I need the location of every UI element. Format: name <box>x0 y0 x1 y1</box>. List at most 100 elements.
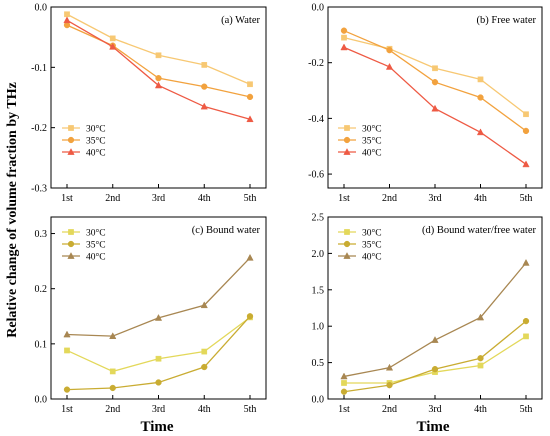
panel-4-series-1-point-3 <box>477 355 484 362</box>
panel-2-series-2-point-0 <box>340 43 348 51</box>
panel-3-series-2-point-4 <box>246 253 254 261</box>
panel-4-series-1-line <box>343 320 527 393</box>
panel-2-series-2-point-1 <box>385 62 394 70</box>
panel-1-ytick-label-0: 0.0 <box>35 3 48 14</box>
panel-2-series-1-point-4 <box>522 127 530 135</box>
panel-3-ytick-label-1: 0.1 <box>35 339 48 350</box>
panel-1-series-2-point-2 <box>154 81 163 89</box>
panel-2-ytick-label-2: -0.4 <box>308 114 324 125</box>
panel-2-series-1-point-0 <box>340 27 348 34</box>
panel-4-series-2-point-1 <box>385 363 394 371</box>
panel-4-series-2-point-4 <box>522 258 530 266</box>
panel-1-title: (a) Water <box>221 15 260 26</box>
panel-2-legend-2-label: 40°C <box>362 148 382 159</box>
panel-2-series-0-line <box>343 36 527 115</box>
panel-3-xtick-label-0: 1st <box>61 404 73 415</box>
panel-2-ytick-label-1: -0.2 <box>308 58 324 69</box>
panel-1-series-2-line <box>66 19 251 120</box>
panel-2-series-0-point-2 <box>432 65 438 72</box>
panel-1-legend-0-label: 30°C <box>86 124 106 135</box>
panel-1-series-0-point-4 <box>247 81 253 88</box>
panel-3-series-2-point-2 <box>154 313 163 321</box>
panel-1: 0.0 -0.1 -0.2 -0.3 1st 2nd 3rd 4th 5th (a) Water 3… <box>31 3 267 204</box>
panel-1-ytick-label-2: -0.2 <box>31 123 47 134</box>
panel-3-series-1-point-4 <box>246 313 254 320</box>
panel-1-legend-2-label: 40°C <box>86 148 106 159</box>
panel-4-ytick-label-4: 2.0 <box>312 249 325 260</box>
panel-3-xtick-label-4: 5th <box>244 404 257 415</box>
panel-4-legend-0-marker <box>344 229 350 235</box>
panel-3-legend-2-label: 40°C <box>86 252 106 263</box>
panel-3-series-2-point-1 <box>109 332 117 339</box>
panel-2-xtick-label-3: 4th <box>474 193 487 204</box>
panel-4-ytick-label-0: 0.0 <box>312 395 325 406</box>
panel-3-legend-1-label: 35°C <box>86 240 106 251</box>
panel-4-series-2-point-0 <box>340 372 348 380</box>
panel-3: 0.0 0.1 0.2 0.3 1st 2nd 3rd 4th 5th (c) Bound wat… <box>35 216 267 415</box>
panel-4-xtick-label-2: 3rd <box>428 404 441 415</box>
panel-4-series-1-point-1 <box>386 382 393 389</box>
panel-4-series-0-point-0 <box>341 380 347 386</box>
panel-2-ytick-label-3: -0.6 <box>308 170 324 181</box>
panel-3-ytick-label-3: 0.3 <box>35 229 48 240</box>
panel-3-xtick-label-3: 4th <box>198 404 211 415</box>
panel-1-ytick-label-3: -0.3 <box>31 184 47 195</box>
panel-3-ytick-label-0: 0.0 <box>35 395 48 406</box>
panel-2-legend-2-marker <box>343 148 351 155</box>
panel-3-xtick-label-1: 2nd <box>105 404 120 415</box>
panel-2-ytick-label-0: 0.0 <box>312 3 325 14</box>
panel-3-legend-0-marker <box>68 229 74 235</box>
panel-4-legend-1-label: 35°C <box>362 240 382 251</box>
panel-2-title: (b) Free water <box>477 15 537 26</box>
panels: 0.0 -0.1 -0.2 -0.3 1st 2nd 3rd 4th 5th (a) Water 3… <box>31 3 543 415</box>
panel-1-series-0-point-1 <box>109 35 116 42</box>
panel-1-xtick-label-3: 4th <box>198 193 211 204</box>
panel-4-xtick-label-4: 5th <box>520 404 533 415</box>
figure-xlabel-right: Time <box>416 419 449 435</box>
panel-3-series-0-point-0 <box>64 347 70 354</box>
panel-3-legend-2-marker <box>67 252 75 259</box>
panel-3-xtick-label-2: 3rd <box>152 404 165 415</box>
panel-3-series-1-point-2 <box>155 379 162 386</box>
panel-4-ytick-label-1: 0.5 <box>312 358 325 369</box>
panel-4-ytick-label-5: 2.5 <box>312 213 325 224</box>
panel-4-series-2-point-2 <box>431 336 439 343</box>
panel-1-series-1-point-4 <box>246 93 254 101</box>
panel-2-legend-0-marker <box>344 125 350 131</box>
panel-4-xtick-label-1: 2nd <box>382 404 397 415</box>
panel-3-series-0-point-1 <box>109 368 116 375</box>
panel-4: 0.0 0.5 1.0 1.5 2.0 2.5 1st 2nd 3rd 4th 5th (d) Bou… <box>312 213 543 415</box>
panel-4-series-0-point-4 <box>523 333 529 340</box>
panel-2-xtick-label-1: 2nd <box>382 193 397 204</box>
panel-3-series-1-point-3 <box>201 363 208 371</box>
panel-1-legend-2-marker <box>67 148 75 155</box>
panel-4-series-1-point-4 <box>522 317 530 325</box>
panel-1-frame <box>50 6 267 189</box>
panel-4-xtick-label-3: 4th <box>474 404 487 415</box>
panel-4-legend-1-marker <box>343 240 351 248</box>
panel-3-series-2-point-3 <box>200 301 208 309</box>
panel-3-legend-0-label: 30°C <box>86 228 106 239</box>
panel-3-series-1-point-1 <box>109 384 116 392</box>
panel-2-xtick-label-0: 1st <box>338 193 350 204</box>
panel-3-frame <box>50 216 267 400</box>
panel-2-xtick-label-4: 5th <box>520 193 533 204</box>
panel-2-series-1-point-3 <box>477 94 484 101</box>
panel-1-series-2-point-4 <box>246 115 254 123</box>
figure-ylabel: Relative change of volume fraction by TH… <box>5 82 20 338</box>
panel-4-series-1-point-2 <box>431 366 439 373</box>
panel-1-xtick-label-1: 2nd <box>105 193 120 204</box>
panel-3-series-0-line <box>66 316 251 373</box>
panel-3-series-1-line <box>66 315 251 391</box>
panel-1-series-0-point-3 <box>201 62 208 68</box>
panel-2-series-0-point-3 <box>477 76 484 83</box>
panel-1-xtick-label-2: 3rd <box>152 193 165 204</box>
panel-2-series-2-point-4 <box>522 160 530 168</box>
panel-1-series-0-point-0 <box>64 11 70 18</box>
panel-1-ytick-label-1: -0.1 <box>31 63 47 74</box>
panel-2-legend-1-marker <box>343 136 351 144</box>
panel-4-series-2-line <box>343 262 527 378</box>
panel-4-series-1-point-0 <box>340 388 348 395</box>
panel-2-series-0-point-4 <box>523 111 529 118</box>
